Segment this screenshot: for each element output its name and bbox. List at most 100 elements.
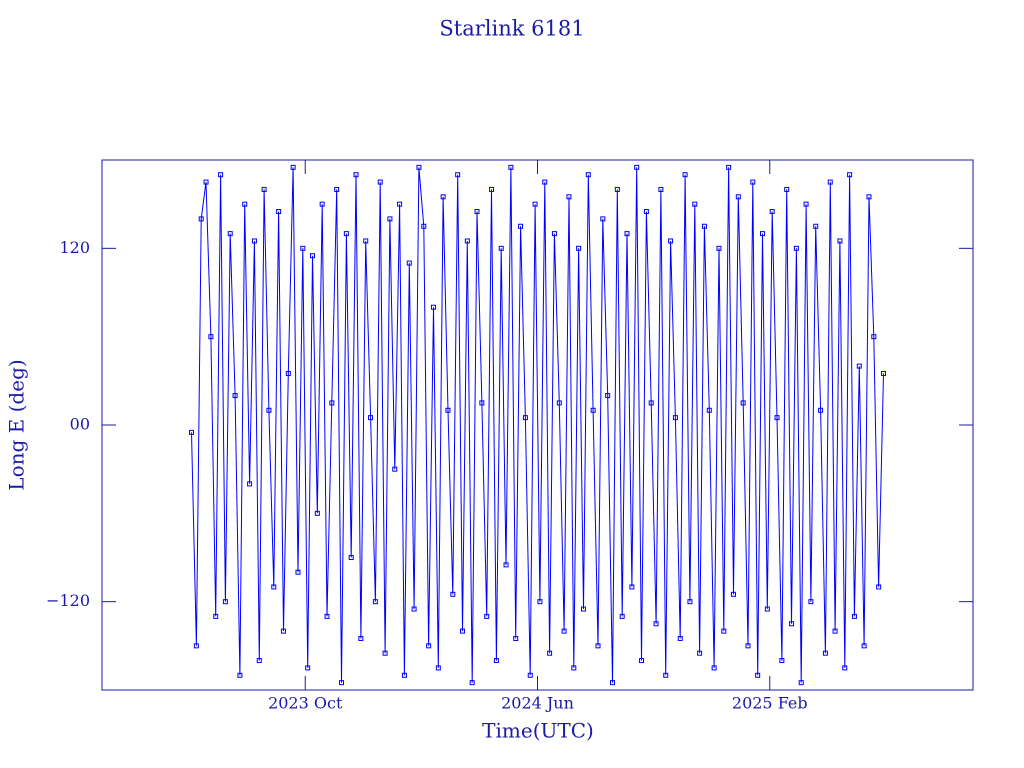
data-point (218, 172, 224, 178)
data-point (401, 672, 407, 678)
data-point (314, 510, 320, 516)
data-point (387, 216, 393, 222)
data-point (251, 238, 257, 244)
data-point (542, 179, 548, 185)
data-point (745, 643, 751, 649)
data-point (769, 209, 775, 215)
data-point (242, 201, 248, 207)
data-point (808, 599, 814, 605)
data-point (406, 260, 412, 266)
data-point (876, 584, 882, 590)
data-point (668, 238, 674, 244)
data-point (285, 370, 291, 376)
data-point (300, 245, 306, 251)
data-point (556, 400, 562, 406)
data-point (871, 334, 877, 340)
data-point (600, 216, 606, 222)
data-point (624, 231, 630, 237)
data-point (803, 201, 809, 207)
data-point (348, 555, 354, 560)
data-point (784, 186, 790, 192)
data-point (455, 172, 461, 178)
data-point (634, 164, 640, 170)
data-point (503, 562, 509, 568)
data-point (459, 628, 465, 634)
data-line (191, 167, 884, 683)
data-point (518, 223, 524, 229)
data-point (445, 407, 451, 413)
x-axis-label: Time(UTC) (482, 719, 594, 743)
data-point (232, 393, 238, 399)
data-point (726, 164, 732, 170)
data-point (822, 650, 828, 656)
data-point (290, 164, 296, 170)
data-point (474, 209, 480, 215)
data-point (585, 172, 591, 178)
data-point (793, 245, 799, 251)
data-point (508, 164, 514, 170)
data-point (193, 643, 199, 649)
data-point (198, 216, 204, 222)
data-point (658, 186, 664, 192)
x-tick-label: 2023 Oct (268, 694, 343, 713)
data-point (537, 599, 543, 605)
data-point (358, 635, 364, 641)
data-point (692, 201, 698, 207)
data-point (295, 569, 301, 575)
data-point (580, 606, 586, 612)
data-point (721, 628, 727, 634)
data-point (339, 680, 345, 686)
data-point (716, 245, 722, 251)
data-point (711, 665, 717, 671)
data-point (614, 186, 620, 192)
data-point (851, 613, 857, 619)
data-point (576, 245, 582, 251)
data-point (363, 238, 369, 244)
data-point (334, 186, 340, 192)
data-point (866, 194, 872, 200)
data-point (324, 613, 330, 619)
data-point (590, 407, 596, 413)
data-point (222, 599, 228, 605)
data-point (798, 680, 804, 686)
data-point (527, 672, 533, 678)
data-point (227, 231, 233, 237)
chart-title: Starlink 6181 (439, 17, 584, 41)
data-point (213, 613, 219, 619)
data-point (421, 223, 427, 229)
data-point (479, 400, 485, 406)
data-point (595, 643, 601, 649)
data-point (411, 606, 417, 612)
data-point (189, 429, 195, 435)
data-point (372, 599, 378, 605)
data-point (435, 665, 441, 671)
data-point (305, 665, 311, 671)
data-point (377, 179, 383, 185)
data-point (493, 658, 499, 664)
data-point (397, 201, 403, 207)
x-tick-label: 2024 Jun (501, 694, 574, 713)
data-point (827, 179, 833, 185)
data-point (701, 223, 707, 229)
data-point (382, 650, 388, 656)
data-point (755, 672, 761, 678)
data-point (513, 635, 519, 641)
data-point (735, 194, 741, 200)
data-point (605, 393, 611, 399)
data-point (469, 680, 475, 686)
data-point (880, 370, 886, 376)
data-point (842, 665, 848, 671)
data-point (639, 658, 645, 664)
data-point (677, 635, 683, 641)
data-point (280, 628, 286, 634)
data-point (261, 186, 267, 192)
data-point (682, 172, 688, 178)
data-point (813, 223, 819, 229)
data-point (484, 613, 490, 619)
data-point (643, 209, 649, 215)
y-axis-label: Long E (deg) (5, 359, 29, 490)
data-point (774, 415, 780, 421)
data-point (319, 201, 325, 207)
plot-area (189, 164, 886, 686)
